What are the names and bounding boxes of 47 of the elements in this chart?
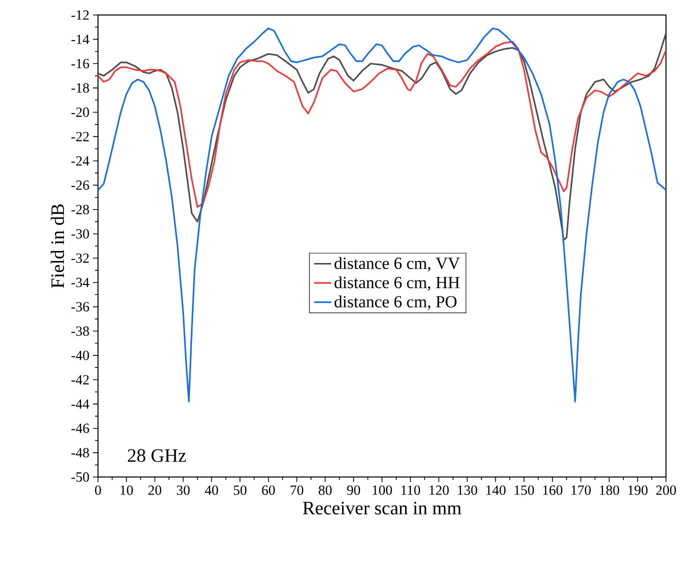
annotation: 28 GHz [128, 449, 186, 462]
y-tick-label: -48 [71, 448, 89, 458]
x-tick-label: 200 [656, 485, 676, 495]
y-tick-label: -30 [71, 229, 89, 239]
x-axis-title: Receiver scan in mm [302, 502, 462, 514]
y-tick-label: -46 [71, 424, 90, 434]
y-tick-label: -38 [71, 326, 89, 336]
legend-label: distance 6 cm, HH [334, 276, 460, 291]
x-tick-label: 140 [486, 485, 506, 495]
x-tick-label: 170 [572, 485, 591, 495]
y-tick-label: -16 [71, 58, 90, 68]
x-tick-label: 60 [262, 485, 275, 495]
x-tick-label: 110 [401, 485, 420, 495]
y-tick-label: -28 [71, 204, 89, 214]
y-tick-label: -50 [71, 472, 89, 482]
y-tick-label: -22 [71, 132, 89, 142]
y-tick-label: -36 [71, 302, 90, 312]
x-tick-label: 100 [372, 485, 392, 495]
y-axis-title: Field in dB [50, 204, 64, 288]
y-tick-label: -44 [71, 399, 90, 409]
y-tick-label: -12 [71, 10, 89, 20]
x-tick-label: 70 [290, 485, 304, 495]
x-tick-label: 130 [458, 485, 478, 495]
y-tick-label: -18 [71, 83, 89, 93]
y-tick-label: -34 [71, 278, 90, 288]
y-tick-label: -24 [71, 156, 90, 166]
y-tick-label: -14 [71, 34, 90, 44]
x-tick-label: 50 [234, 485, 246, 495]
y-tick-label: -20 [71, 108, 89, 117]
x-tick-label: 150 [514, 485, 534, 495]
legend-label: distance 6 cm, PO [334, 296, 457, 310]
x-tick-label: 80 [318, 485, 332, 495]
x-tick-label: 90 [347, 485, 360, 495]
x-tick-label: 180 [600, 485, 620, 495]
y-tick-label: -40 [71, 350, 89, 360]
y-tick-label: -32 [71, 253, 89, 263]
x-tick-label: 160 [543, 485, 562, 495]
y-tick-label: -42 [71, 375, 89, 384]
x-tick-label: 120 [430, 485, 449, 495]
x-tick-label: 30 [176, 485, 190, 495]
x-tick-label: 10 [120, 485, 133, 495]
legend-label: distance 6 cm, VV [334, 257, 460, 272]
x-tick-label: 190 [628, 485, 648, 495]
x-tick-label: 40 [204, 485, 218, 495]
x-tick-label: 20 [148, 485, 162, 495]
y-tick-label: -26 [71, 180, 90, 190]
x-tick-label: 0 [95, 485, 101, 495]
